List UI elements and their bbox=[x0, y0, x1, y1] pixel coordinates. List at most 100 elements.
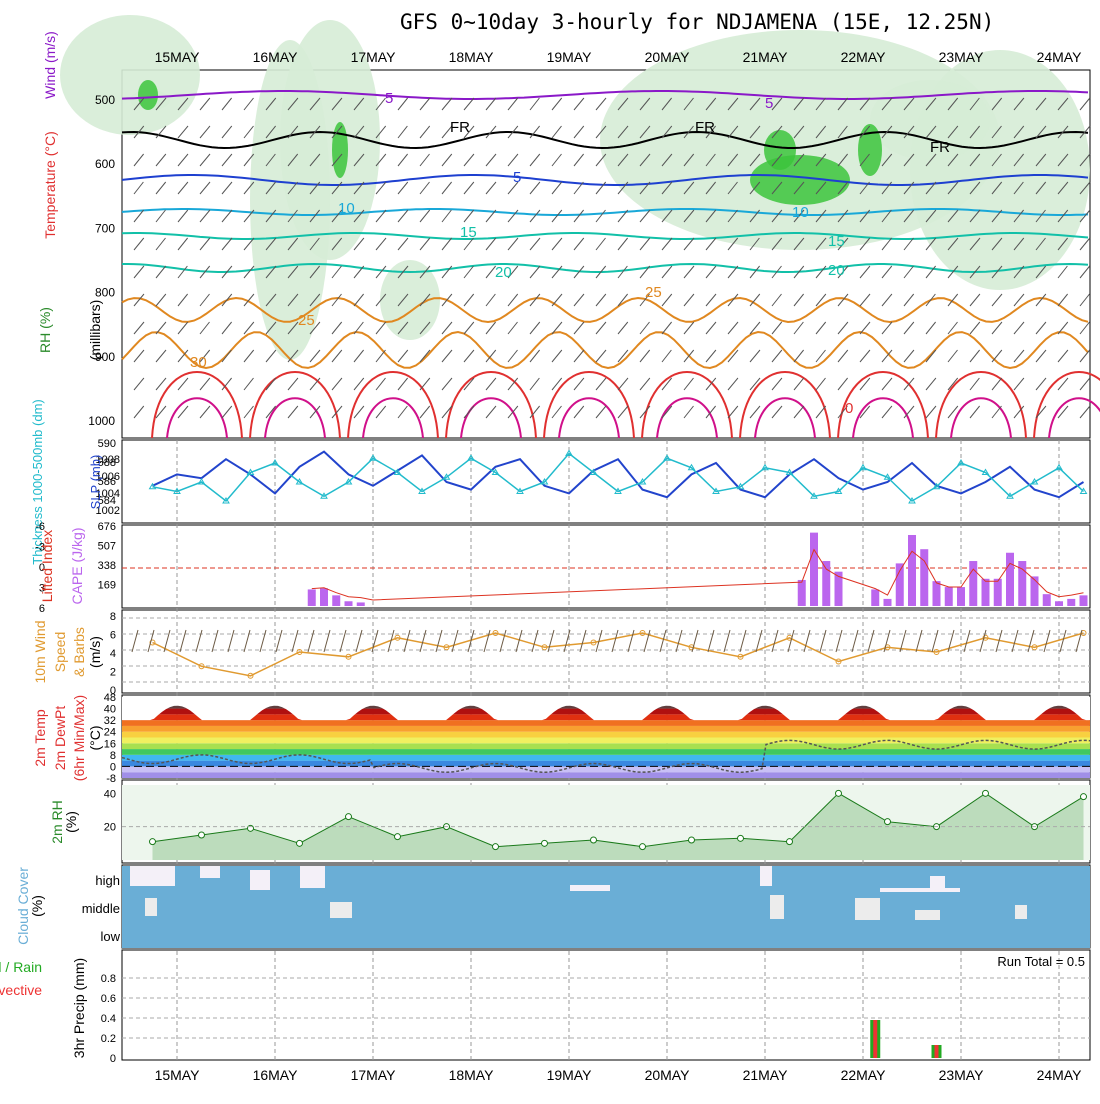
upper-wind-barb bbox=[573, 125, 585, 139]
upper-wind-barb bbox=[441, 237, 452, 251]
cloud-high-patch bbox=[130, 866, 175, 886]
temp-35-dome-6 bbox=[739, 371, 831, 439]
upper-wind-barb bbox=[1057, 321, 1069, 335]
upper-wind-barb bbox=[1079, 293, 1090, 307]
slp-label: SLP (mb) bbox=[88, 455, 103, 510]
wind10-barb bbox=[179, 629, 187, 653]
li-tick: 3 bbox=[39, 583, 45, 595]
upper-wind-barb bbox=[485, 181, 497, 195]
temp2m-label: 2m DewPt bbox=[52, 706, 68, 771]
upper-wind-barb bbox=[727, 293, 739, 307]
upper-wind-barb bbox=[969, 349, 980, 363]
upper-wind-barb bbox=[683, 209, 695, 223]
wind10-barb bbox=[259, 629, 267, 653]
upper-wind-barb bbox=[199, 321, 210, 335]
upper-wind-barb bbox=[485, 153, 497, 167]
cape-bar bbox=[822, 561, 831, 606]
upper-wind-barb bbox=[837, 237, 849, 251]
upper-wind-barb bbox=[749, 293, 761, 307]
upper-wind-barb bbox=[551, 153, 562, 167]
wind10-barb bbox=[899, 629, 907, 653]
temp-40-dome-7 bbox=[852, 397, 914, 439]
upper-wind-barb bbox=[969, 293, 981, 307]
cape-bar bbox=[356, 602, 365, 606]
upper-wind-barb bbox=[199, 181, 211, 195]
wind10-barb bbox=[403, 629, 411, 653]
upper-wind-barb bbox=[1079, 125, 1091, 139]
rh2m-point bbox=[198, 831, 205, 839]
upper-wind-barb bbox=[309, 321, 321, 335]
rh-shade-3 bbox=[600, 30, 1000, 250]
upper-wind-barb bbox=[991, 125, 1002, 139]
rh2m-label: (%) bbox=[63, 811, 79, 833]
upper-wind-barb bbox=[1057, 125, 1069, 139]
upper-wind-barb bbox=[529, 181, 541, 195]
upper-wind-barb bbox=[573, 349, 585, 363]
upper-wind-barb bbox=[397, 377, 408, 391]
rh2m-point bbox=[492, 843, 499, 851]
upper-wind-barb bbox=[551, 293, 563, 307]
upper-wind-barb bbox=[463, 349, 475, 363]
upper-wind-barb bbox=[243, 153, 255, 167]
upper-wind-barb bbox=[309, 153, 321, 167]
upper-wind-barb bbox=[793, 349, 804, 363]
upper-wind-barb bbox=[375, 293, 387, 307]
upper-wind-barb bbox=[749, 377, 761, 391]
upper-wind-barb bbox=[617, 237, 628, 251]
rh2m-tick: 40 bbox=[104, 788, 116, 800]
upper-wind-barb bbox=[265, 125, 276, 139]
date-label-bottom: 20MAY bbox=[645, 1067, 691, 1083]
temp2m-tick: 40 bbox=[104, 704, 116, 716]
upper-wind-barb bbox=[837, 265, 849, 279]
upper-wind-barb bbox=[1057, 209, 1069, 223]
cape-bar bbox=[332, 595, 341, 606]
upper-wind-barb bbox=[639, 237, 651, 251]
upper-wind-barb bbox=[727, 153, 739, 167]
upper-wind-barb bbox=[859, 153, 870, 167]
upper-wind-barb bbox=[815, 181, 827, 195]
wind10-tick: 6 bbox=[110, 630, 116, 642]
upper-wind-barb bbox=[969, 405, 980, 419]
upper-wind-barb bbox=[287, 153, 299, 167]
upper-wind-barb bbox=[441, 265, 453, 279]
upper-wind-barb bbox=[375, 377, 386, 391]
upper-wind-barb bbox=[617, 153, 629, 167]
upper-wind-barb bbox=[771, 321, 783, 335]
upper-wind-barb bbox=[551, 265, 563, 279]
upper-wind-barb bbox=[925, 181, 937, 195]
upper-wind-barb bbox=[705, 321, 717, 335]
upper-wind-barb bbox=[639, 349, 651, 363]
temp2m-tick: 0 bbox=[110, 761, 116, 773]
upper-wind-barb bbox=[727, 125, 739, 139]
thickness-point bbox=[883, 473, 892, 480]
upper-wind-barb bbox=[331, 209, 343, 223]
upper-wind-barb bbox=[969, 209, 981, 223]
contour-label: 10 bbox=[792, 204, 809, 221]
precip-tick: 0 bbox=[110, 1053, 116, 1065]
upper-wind-barb bbox=[199, 209, 211, 223]
upper-wind-barb bbox=[683, 265, 695, 279]
temp2m-tick: 16 bbox=[104, 738, 116, 750]
cloud-mid-patch bbox=[330, 902, 352, 918]
thickness-point bbox=[369, 454, 377, 461]
wind10-barb bbox=[483, 629, 491, 653]
upper-wind-barb bbox=[463, 181, 475, 195]
upper-wind-barb bbox=[595, 237, 606, 251]
upper-wind-barb bbox=[771, 349, 783, 363]
upper-wind-barb bbox=[639, 321, 650, 335]
wind10-tick: 8 bbox=[110, 611, 116, 623]
upper-wind-barb bbox=[947, 293, 959, 307]
upper-wind-barb bbox=[1013, 377, 1025, 391]
wind10-barb bbox=[307, 629, 315, 653]
upper-wind-barb bbox=[441, 293, 453, 307]
temp2m-tick: 24 bbox=[104, 727, 116, 739]
upper-wind-barb bbox=[507, 97, 519, 111]
cape-bar bbox=[969, 561, 978, 606]
upper-wind-barb bbox=[1079, 153, 1091, 167]
temp-band bbox=[122, 766, 1090, 773]
rh-shade-2 bbox=[250, 40, 330, 360]
upper-wind-barb bbox=[463, 293, 475, 307]
thickness-point bbox=[393, 468, 402, 475]
upper-wind-barb bbox=[749, 209, 760, 223]
upper-wind-barb bbox=[287, 209, 298, 223]
